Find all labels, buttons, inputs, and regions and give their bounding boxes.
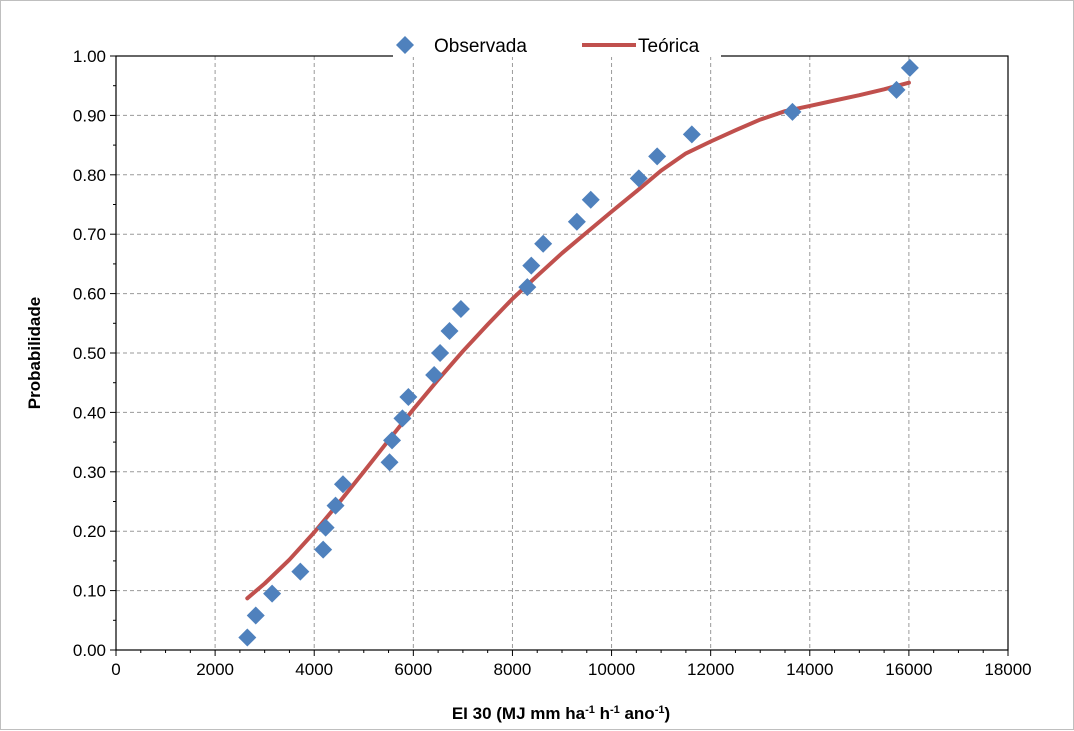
x-axis-title-sup3: -1 [655,704,665,716]
y-tick-label: 0.50 [73,344,106,363]
data-point-observada [518,278,537,297]
x-axis-title-sup1: -1 [585,704,595,716]
x-axis-title-end: ) [664,704,670,723]
data-point-observada [383,431,402,450]
tick-layer [110,55,1009,656]
x-tick-label: 6000 [394,660,432,679]
x-tick-label: 8000 [494,660,532,679]
data-point-observada [581,190,600,209]
data-point-observada [451,300,470,319]
data-point-observada [783,102,802,121]
data-point-observada [326,496,345,515]
legend-label-observada: Observada [434,36,527,57]
tick-label-layer: 0 2000 4000 6000 8000 10000 12000 14000 16000 180… [73,47,1032,679]
x-tick-label: 12000 [687,660,734,679]
data-point-observada [440,322,459,341]
data-point-observada [629,169,648,188]
data-point-observada [263,584,282,603]
data-point-observada [399,387,418,406]
data-point-observada [380,453,399,472]
data-point-observada [246,606,265,625]
x-tick-label: 16000 [885,660,932,679]
data-point-observada [393,409,412,428]
x-tick-label: 4000 [295,660,333,679]
data-point-observada [567,212,586,231]
data-point-observada [682,125,701,144]
data-point-observada [316,518,335,537]
data-point-observada [238,628,257,647]
grid-layer [116,56,1008,650]
data-point-observada [314,540,333,559]
y-tick-label: 0.60 [73,285,106,304]
y-tick-label: 0.80 [73,166,106,185]
x-axis-title-mid2: ano [620,704,655,723]
legend: Observada Teórica [393,33,721,57]
x-axis-title-sup2: -1 [610,704,620,716]
x-tick-label: 10000 [588,660,635,679]
data-point-observada [900,58,919,77]
legend-background [393,33,721,57]
x-axis-title-mid1: h [595,704,610,723]
y-tick-label: 0.20 [73,522,106,541]
data-point-observada [425,365,444,384]
data-point-observada [648,147,667,166]
series-layer [238,58,919,647]
y-tick-label: 0.40 [73,403,106,422]
y-tick-label: 0.70 [73,225,106,244]
y-tick-label: 1.00 [73,47,106,66]
y-tick-label: 0.90 [73,106,106,125]
legend-diamond-marker-icon [396,36,414,54]
x-axis-title: EI 30 (MJ mm ha-1 h-1 ano-1) [452,704,670,723]
data-point-observada [522,256,541,275]
data-point-observada [291,562,310,581]
data-point-observada [333,475,352,494]
x-tick-label: 14000 [786,660,833,679]
y-tick-label: 0.00 [73,641,106,660]
data-point-observada [431,344,450,362]
legend-label-teorica: Teórica [638,36,700,57]
x-tick-label: 0 [111,660,120,679]
x-tick-label: 2000 [196,660,234,679]
x-axis-title-main: EI 30 (MJ mm ha [452,704,586,723]
y-tick-label: 0.10 [73,582,106,601]
x-tick-label: 18000 [984,660,1031,679]
data-point-observada [534,234,553,253]
y-axis-title: Probabilidade [25,297,44,409]
y-tick-label: 0.30 [73,463,106,482]
data-point-observada [887,80,906,99]
